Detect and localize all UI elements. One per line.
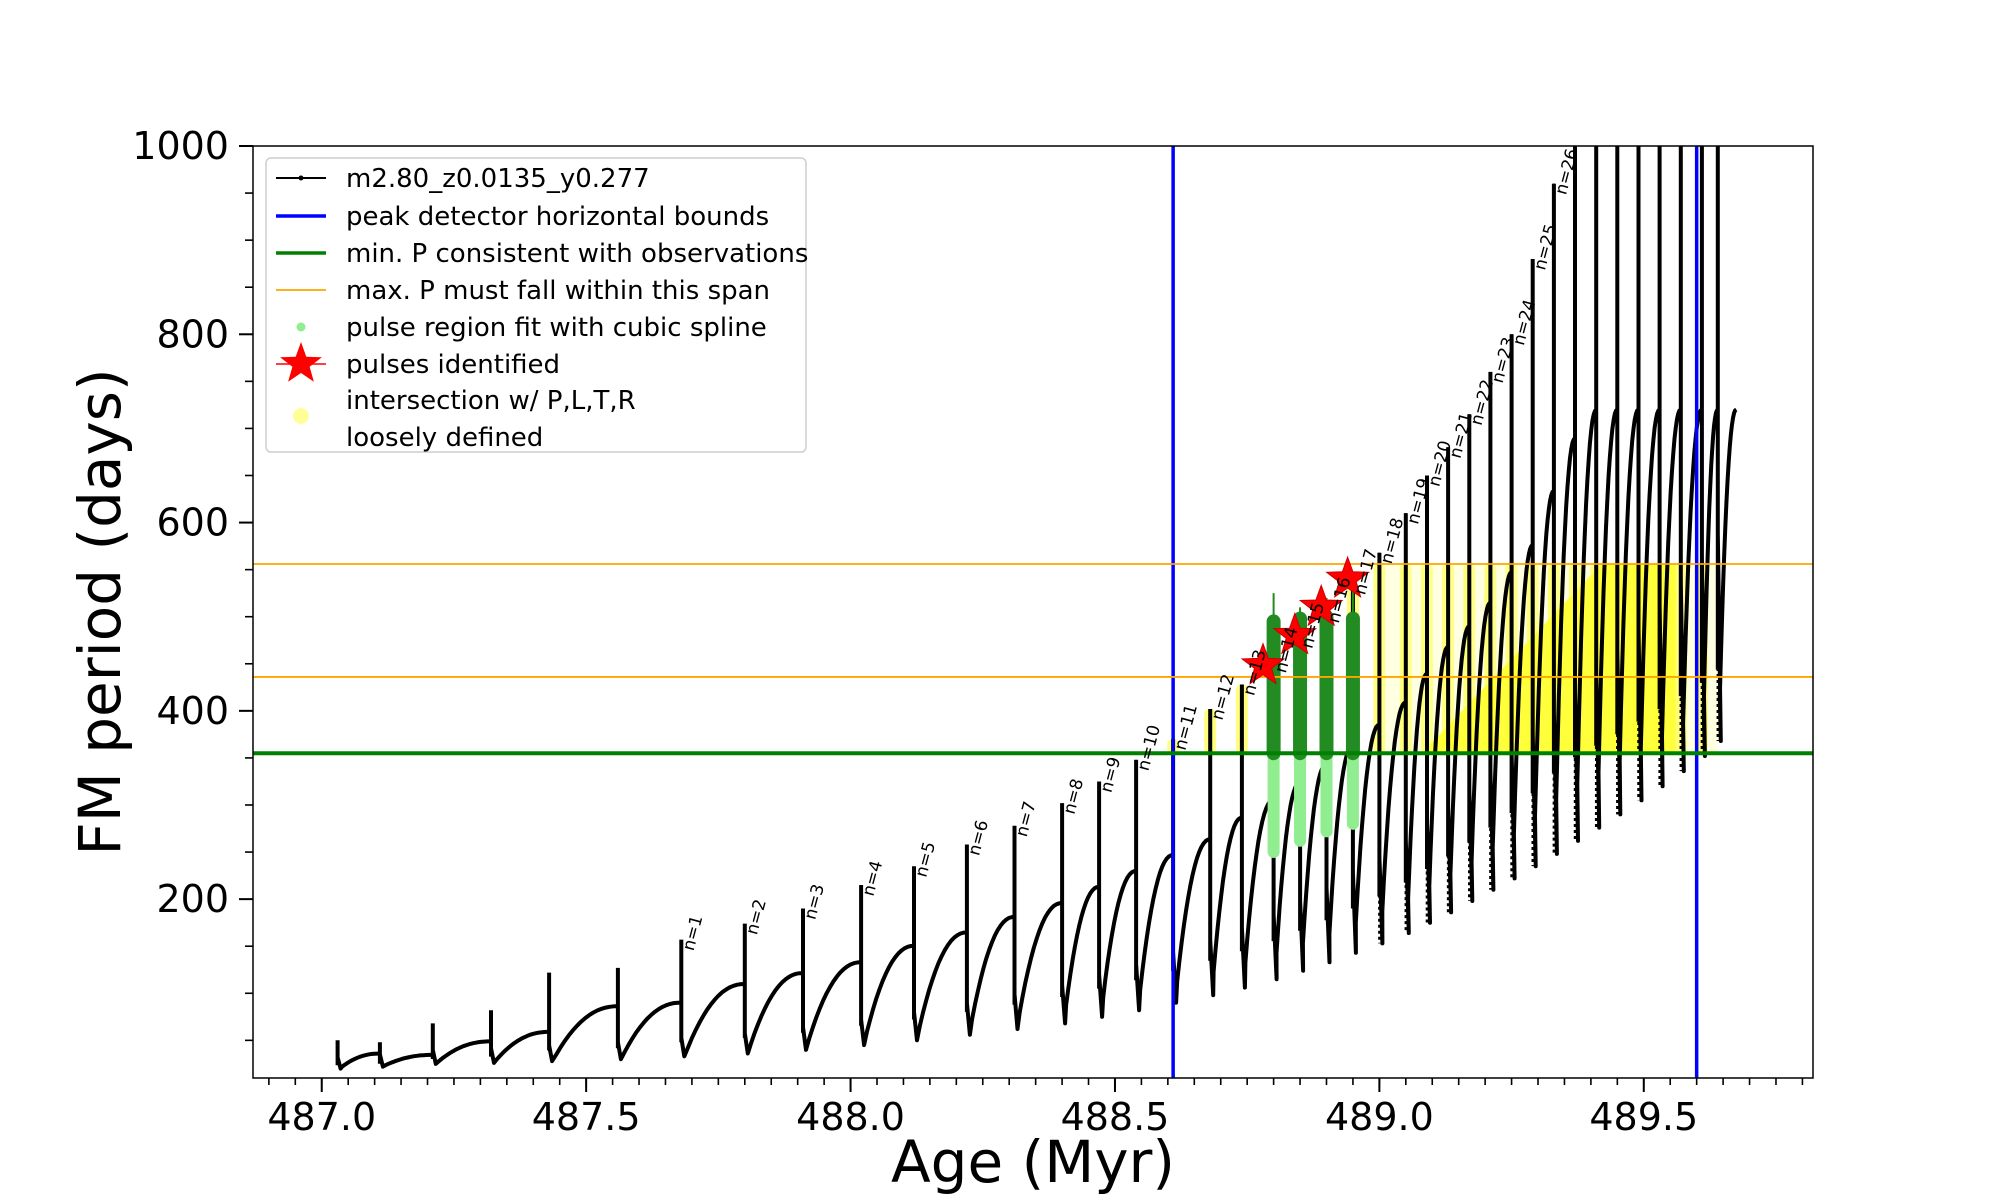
legend-label: pulse region fit with cubic spline <box>346 313 767 343</box>
y-tick-label: 200 <box>156 877 229 921</box>
y-tick-label: 800 <box>156 312 229 356</box>
pulse-star <box>1240 642 1286 685</box>
x-axis-label: Age (Myr) <box>891 1128 1175 1196</box>
x-tick-label: 489.5 <box>1589 1095 1698 1139</box>
identified-pulses <box>1240 555 1371 685</box>
pulse-star <box>1298 583 1344 627</box>
legend-marker-dot <box>296 322 306 332</box>
legend-label: peak detector horizontal bounds <box>346 202 769 232</box>
axes: 487.0 487.5 488.0 488.5 489.0 489.5 200 400 600 8… <box>132 124 1804 1139</box>
y-axis-label: FM period (days) <box>66 368 134 855</box>
legend-marker-circle <box>293 408 309 424</box>
legend-label: intersection w/ P,L,T,R <box>346 386 636 416</box>
legend-marker-dot <box>298 175 304 181</box>
y-tick-label: 400 <box>156 689 229 733</box>
y-tick-label: 600 <box>156 501 229 545</box>
pulse-star <box>1325 555 1371 598</box>
legend-box <box>265 157 807 453</box>
reference-lines <box>253 146 1813 1078</box>
legend-label: pulses identified <box>346 350 560 380</box>
legend-label: m2.80_z0.0135_y0.277 <box>346 164 650 194</box>
legend-label: max. P must fall within this span <box>346 276 770 306</box>
x-tick-label: 489.0 <box>1325 1095 1434 1139</box>
x-tick-label: 487.5 <box>532 1095 641 1139</box>
x-tick-label: 488.5 <box>1061 1095 1170 1139</box>
intersection-wedge <box>1421 563 1676 754</box>
y-tick-label: 1000 <box>132 124 229 168</box>
x-tick-label: 488.0 <box>796 1095 905 1139</box>
legend-label: loosely defined <box>346 423 543 453</box>
pulse-star <box>1272 612 1318 655</box>
plot-frame <box>252 145 1814 1079</box>
legend-marker-star <box>280 342 322 382</box>
legend-label: min. P consistent with observations <box>346 239 808 269</box>
x-tick-label: 487.0 <box>267 1095 376 1139</box>
